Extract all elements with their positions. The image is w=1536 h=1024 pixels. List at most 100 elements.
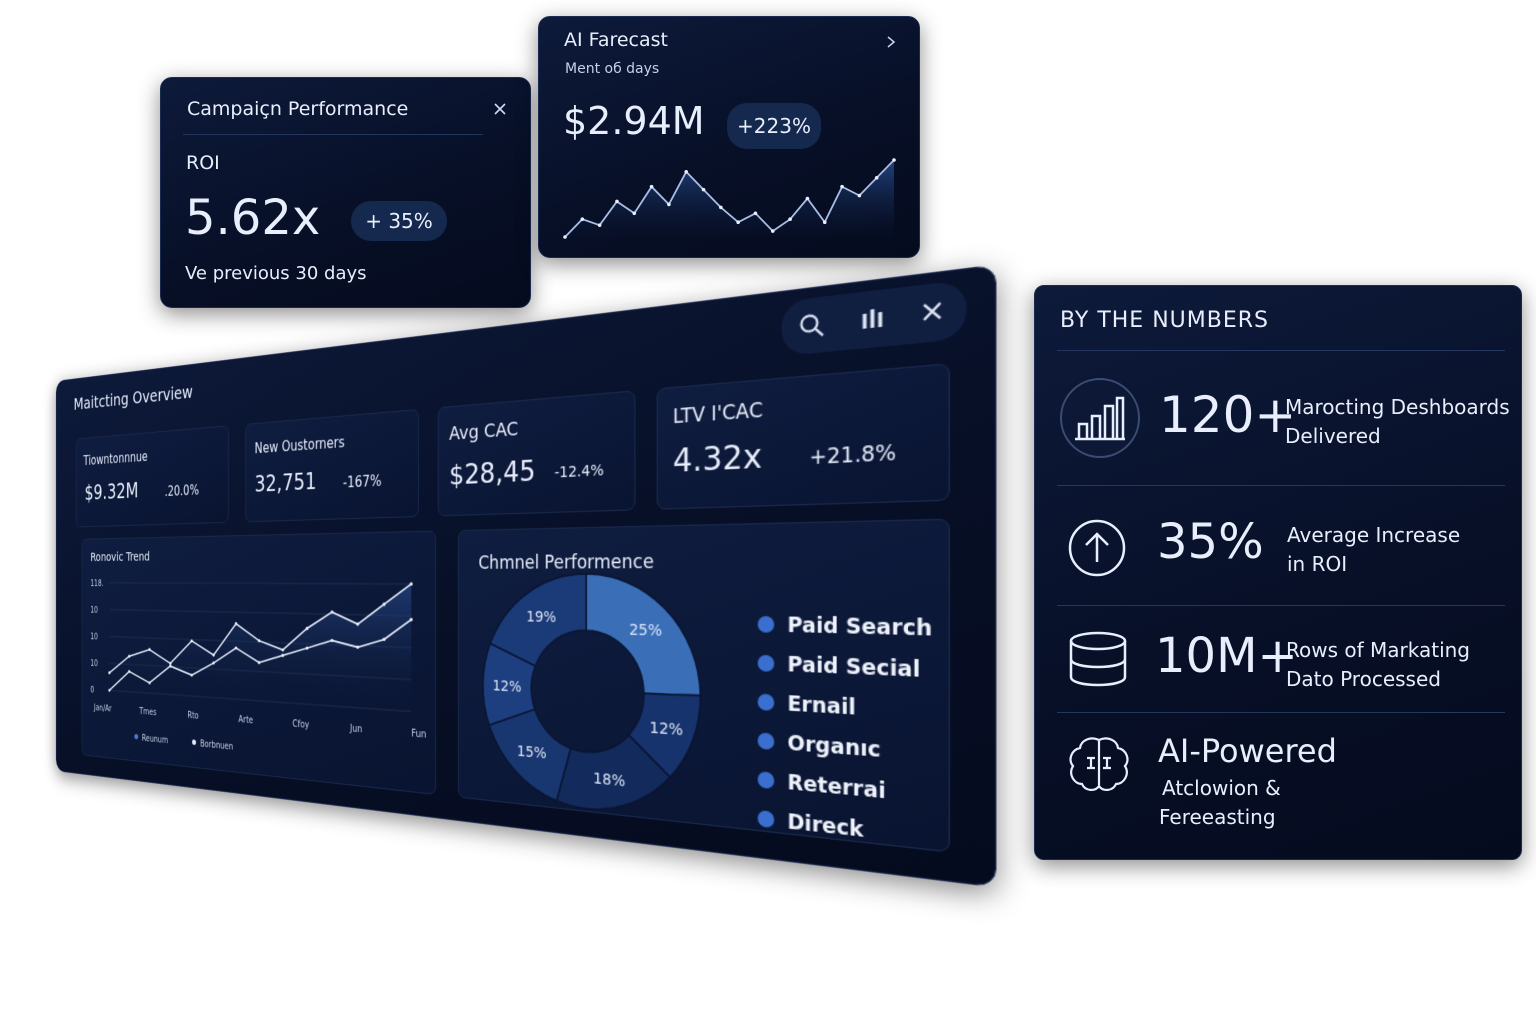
stat-value: AI-Powered <box>1158 732 1337 770</box>
legend-label: Reunum <box>142 732 168 745</box>
legend-dot <box>757 654 775 672</box>
legend-label: Paid Search <box>787 615 932 642</box>
legend-dot <box>757 809 775 829</box>
kpi-label: Tiowntonnnue <box>83 448 148 469</box>
trend-point <box>597 223 602 227</box>
trend-point <box>667 202 671 207</box>
kpi-label: LTV I'CAC <box>672 399 763 429</box>
kpi-change: +21.8% <box>809 441 897 471</box>
segment-label: 18% <box>593 769 625 790</box>
legend-label: Paid Secial <box>787 654 920 683</box>
legend-label: Reterrai <box>787 772 885 804</box>
trend-point <box>409 582 413 586</box>
legend-label: Organıc <box>787 733 880 763</box>
kpi-change: -12.4% <box>554 462 604 482</box>
trend-area <box>109 582 412 712</box>
stat-line: Dato Processed <box>1286 667 1441 691</box>
grid-line <box>109 610 411 616</box>
grid-line <box>109 583 411 584</box>
card-title: AI Farecast <box>564 29 668 51</box>
segment-label: 12% <box>493 676 522 695</box>
panel-title: BY THE NUMBERS <box>1060 308 1269 333</box>
donut-segment <box>489 706 570 802</box>
kpi-value: 32,751 <box>254 467 317 498</box>
segment-label: 15% <box>517 742 547 762</box>
trend-point <box>719 205 723 210</box>
legend-dot <box>757 771 775 790</box>
x-axis-label: Fun <box>411 727 426 740</box>
trend-point <box>857 193 862 198</box>
note: Ve previous 30 days <box>185 263 367 284</box>
close-button[interactable] <box>493 102 507 116</box>
trend-line <box>564 159 895 238</box>
stat-value: 120+ <box>1159 386 1297 444</box>
search-icon[interactable] <box>798 311 825 340</box>
database-icon <box>1069 631 1127 687</box>
x-axis-label: Jan/Ar <box>93 702 112 714</box>
trend-area <box>565 160 894 237</box>
x-axis-label: Arte <box>238 713 253 725</box>
stat-line: Rows of Markating <box>1286 638 1470 662</box>
trend-point <box>649 184 654 189</box>
brain-icon <box>1069 737 1129 791</box>
chart-icon[interactable] <box>858 304 887 334</box>
trend-point <box>736 220 740 224</box>
revenue-card: Ronovic Trend 118. 10 10 10 0 Jan/Ar Tmes Rto Ar… <box>81 530 437 796</box>
legend-dot <box>192 739 197 746</box>
trend-point <box>822 220 827 224</box>
forecast-card: AI Farecast Ment oб days $2.94M +223% <box>538 16 920 258</box>
trend-point <box>788 217 792 222</box>
kpi-value: $28,45 <box>449 455 536 492</box>
arrow-icon <box>1068 519 1126 577</box>
metric-label: ROI <box>186 152 220 174</box>
trend-point <box>632 211 637 216</box>
chevron[interactable] <box>885 35 897 49</box>
divider <box>1057 350 1505 351</box>
legend-dot <box>757 732 775 751</box>
chart-icon <box>1060 378 1140 458</box>
kpi-label: Avg CAC <box>449 418 519 445</box>
kpi-value: 4.32x <box>672 437 763 480</box>
card-subtitle: Ment oб days <box>565 61 660 77</box>
change-badge: +223% <box>727 103 821 149</box>
legend-dot <box>757 693 775 711</box>
y-axis-label: 118. <box>90 578 103 588</box>
stat-text: Rows of Markating Dato Processed <box>1286 636 1470 694</box>
stat-value: 10M+ <box>1155 628 1298 684</box>
stat-text: Atclowion & Fereeasting <box>1159 774 1281 832</box>
kpi-card: LTV I'CAC 4.32x +21.8% <box>656 363 951 510</box>
trend-point <box>770 229 775 233</box>
trend-point <box>805 196 810 201</box>
stat-value: 35% <box>1157 514 1264 570</box>
kpi-label: New Oustorners <box>254 433 345 457</box>
trend-point <box>892 158 896 162</box>
trend-point <box>580 217 585 222</box>
trend-point <box>563 235 567 239</box>
y-axis-label: 10 <box>90 631 97 641</box>
stat-text: Marocting Deshboards Delivered <box>1285 393 1510 451</box>
stat-line: Marocting Deshboards <box>1285 395 1510 419</box>
metric-value: $2.94M <box>563 99 705 143</box>
legend-label: Direck <box>787 811 864 842</box>
y-axis-label: 10 <box>90 658 97 668</box>
numbers-panel: BY THE NUMBERS 120+ Marocting Deshboards… <box>1034 285 1522 860</box>
x-axis-label: Tmes <box>139 706 157 718</box>
kpi-card: Avg CAC $28,45 -12.4% <box>437 390 636 517</box>
change-badge: + 35% <box>351 201 447 241</box>
overview-panel: Maitcting Overview Tiowntonnnue $9.32M .… <box>55 264 997 888</box>
trend-point <box>615 199 619 204</box>
stat-line: Delivered <box>1285 424 1381 448</box>
divider <box>1057 605 1505 606</box>
y-axis-label: 0 <box>90 684 94 694</box>
panel-title: Maitcting Overview <box>73 380 193 415</box>
kpi-change: -167% <box>342 471 382 492</box>
segment-label: 12% <box>649 718 683 739</box>
segment-label: 25% <box>629 620 662 640</box>
x-axis-label: Cfoy <box>292 718 309 731</box>
metric-value: 5.62x <box>185 190 321 246</box>
legend-dot <box>757 615 775 633</box>
close-icon[interactable] <box>919 297 946 325</box>
donut-segment <box>483 643 535 728</box>
forecast-sparkline <box>563 158 896 239</box>
